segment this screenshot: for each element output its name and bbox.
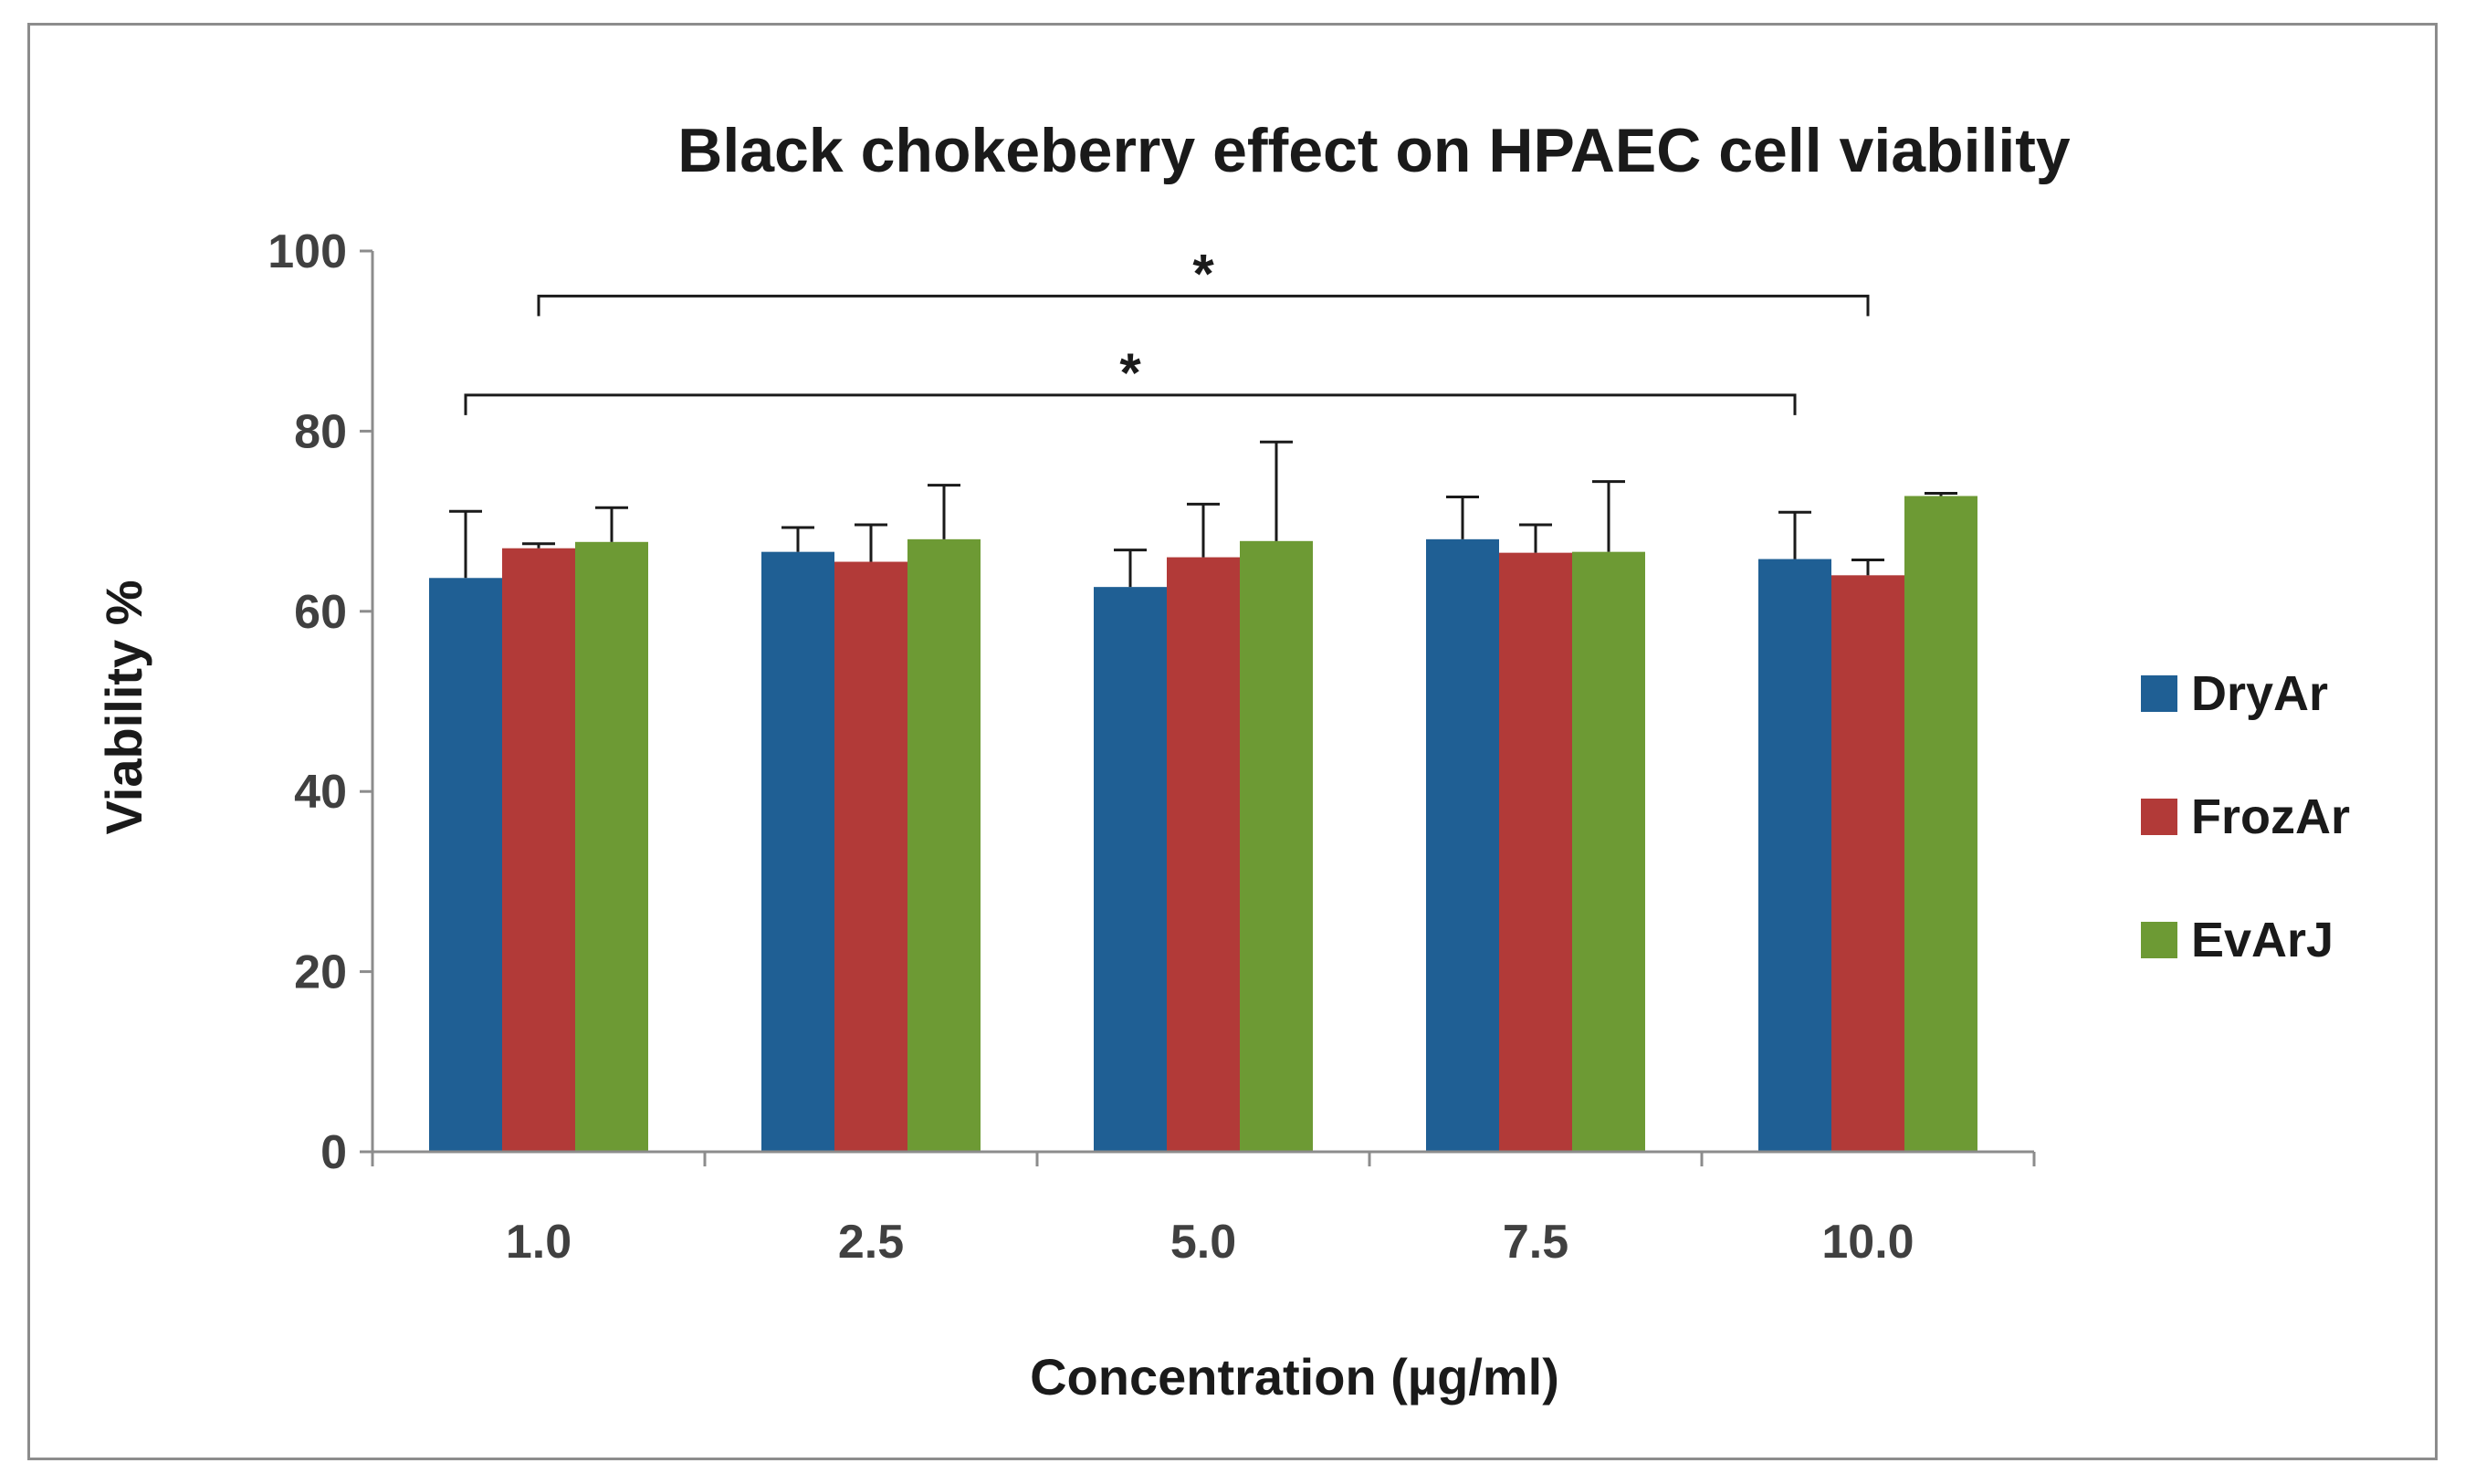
legend-swatch-frozar	[2141, 799, 2177, 835]
legend-swatch-evarj	[2141, 922, 2177, 958]
bar-frozar-1.0	[502, 548, 575, 1152]
bar-evarj-10.0	[1904, 496, 1977, 1152]
x-tick-label: 2.5	[838, 1216, 904, 1269]
x-axis-label: Concentration (µg/ml)	[1030, 1348, 1559, 1406]
legend-label-evarj: EvArJ	[2191, 913, 2334, 967]
x-tick-label: 7.5	[1503, 1216, 1568, 1269]
legend-label-dryar: DryAr	[2191, 666, 2328, 721]
bar-dryar-7.5	[1426, 538, 1499, 1152]
y-tick-label: 40	[294, 766, 347, 819]
bar-dryar-5.0	[1094, 587, 1167, 1152]
x-tick-label: 10.0	[1821, 1216, 1914, 1269]
bar-evarj-1.0	[575, 541, 648, 1152]
x-tick-label: 5.0	[1170, 1216, 1236, 1269]
y-tick-label: 0	[320, 1126, 347, 1179]
y-tick-label: 20	[294, 946, 347, 999]
bar-dryar-10.0	[1758, 559, 1831, 1152]
significance-bracket	[537, 294, 1870, 317]
bar-evarj-7.5	[1572, 551, 1645, 1152]
legend-label-frozar: FrozAr	[2191, 789, 2350, 844]
y-tick-label: 80	[294, 405, 347, 458]
legend-swatch-dryar	[2141, 675, 2177, 712]
bar-dryar-2.5	[761, 551, 834, 1152]
bar-evarj-5.0	[1240, 540, 1313, 1152]
chart-title: Black chokeberry effect on HPAEC cell vi…	[677, 116, 2071, 185]
significance-star: *	[1192, 243, 1214, 304]
bar-frozar-10.0	[1831, 575, 1904, 1152]
bar-frozar-7.5	[1499, 552, 1572, 1152]
bar-evarj-2.5	[907, 538, 981, 1152]
significance-star: *	[1119, 342, 1141, 403]
x-tick-label: 1.0	[506, 1216, 572, 1269]
significance-bracket	[464, 393, 1797, 415]
bar-frozar-5.0	[1167, 557, 1240, 1152]
y-tick-label: 60	[294, 586, 347, 639]
bar-frozar-2.5	[834, 561, 907, 1152]
y-axis-label: Viability %	[95, 580, 152, 834]
y-tick-label: 100	[267, 225, 347, 278]
bar-dryar-1.0	[429, 578, 502, 1152]
legend: DryAr FrozAr EvArJ	[2141, 666, 2350, 967]
